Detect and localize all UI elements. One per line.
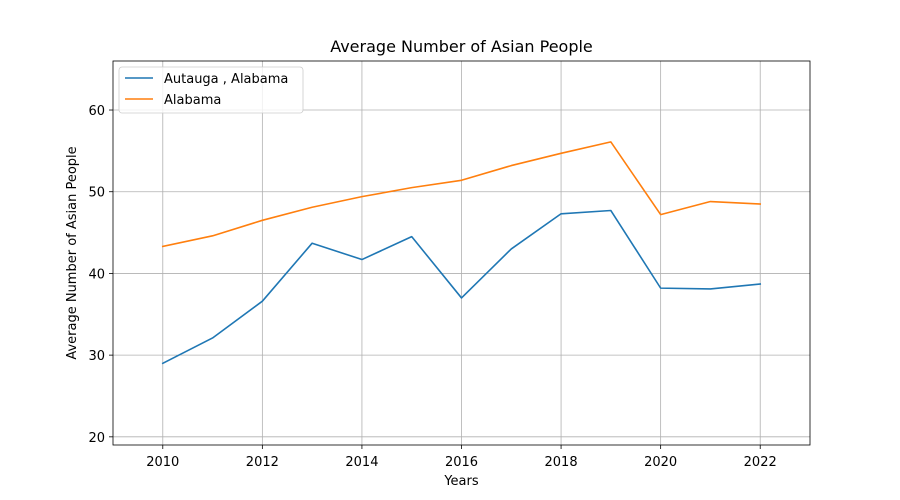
axis-ticks: 2010 2012 2014 2016 2018 2020 2022 20 30 40 50 60: [88, 104, 776, 470]
x-axis-label: Years: [443, 474, 479, 489]
x-tick-label: 2018: [545, 455, 578, 470]
y-tick-label: 40: [88, 267, 105, 282]
x-tick-label: 2016: [445, 455, 478, 470]
y-tick-label: 20: [88, 431, 105, 446]
x-tick-label: 2012: [246, 455, 279, 470]
legend-label-autauga: Autauga , Alabama: [164, 72, 288, 87]
legend: Autauga , Alabama Alabama: [118, 66, 304, 114]
legend-box: [118, 66, 304, 114]
chart-title: Average Number of Asian People: [330, 37, 593, 56]
series-lines: [161, 141, 762, 365]
series-line-0: [161, 209, 762, 365]
x-tick-label: 2020: [644, 455, 677, 470]
y-tick-label: 50: [88, 186, 105, 201]
x-tick-label: 2014: [345, 455, 378, 470]
x-tick-label: 2022: [744, 455, 777, 470]
series-line-1: [161, 141, 762, 248]
grid: [113, 61, 810, 445]
y-axis-label: Average Number of Asian People: [65, 146, 80, 359]
y-tick-label: 30: [88, 349, 105, 364]
legend-label-alabama: Alabama: [164, 93, 221, 108]
y-tick-label: 60: [88, 104, 105, 119]
x-tick-label: 2010: [146, 455, 179, 470]
